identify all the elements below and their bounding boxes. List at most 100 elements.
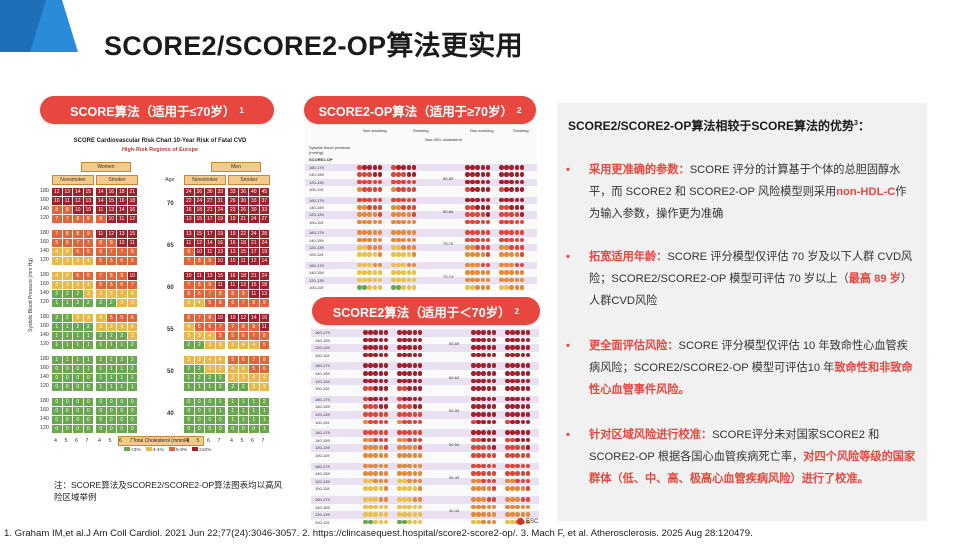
risk-dot <box>363 486 368 491</box>
risk-cell: 2 <box>52 290 62 298</box>
advantage-item: • 拓宽适用年龄：SCORE 评分模型仅评估 70 岁及以下人群 CVD风险；SC… <box>566 246 916 312</box>
chol-tick: 6 <box>207 438 210 444</box>
chol-tick: 4 <box>98 438 101 444</box>
risk-dot <box>406 230 412 235</box>
risk-dot <box>407 419 412 425</box>
risk-cell: 2 <box>106 332 116 340</box>
risk-cell: 8 <box>52 206 62 214</box>
band-stripe <box>311 344 539 352</box>
risk-cell: 4 <box>205 356 215 364</box>
risk-dot <box>525 419 531 425</box>
risk-dot <box>499 172 504 177</box>
risk-dot <box>525 330 531 335</box>
risk-cell: 2 <box>73 323 83 331</box>
risk-cell: 2 <box>96 299 106 307</box>
risk-dot <box>510 430 515 435</box>
risk-cell: 0 <box>52 374 62 382</box>
risk-cell: 15 <box>127 230 137 238</box>
risk-cell: 0 <box>127 407 137 415</box>
age-label: 60 <box>167 285 174 291</box>
risk-dot <box>499 197 504 203</box>
risk-dot <box>406 197 412 203</box>
risk-dot <box>367 252 372 257</box>
sbp-tick: 180 <box>40 188 49 194</box>
risk-dot <box>520 337 526 343</box>
risk-dot <box>491 430 497 435</box>
risk-dot <box>510 378 515 384</box>
risk-dot <box>407 330 412 335</box>
risk-cell: 0 <box>73 383 83 391</box>
risk-dot <box>475 237 480 243</box>
risk-dot <box>471 430 476 435</box>
risk-cell: 18 <box>238 272 248 280</box>
risk-dot <box>411 205 417 210</box>
risk-dot <box>368 430 373 435</box>
risk-dot <box>476 386 481 391</box>
band-stripe <box>305 244 537 252</box>
risk-cell: 11 <box>117 215 127 223</box>
risk-dot <box>504 179 509 185</box>
risk-dot <box>378 363 384 368</box>
risk-dot <box>485 285 491 290</box>
risk-dot <box>412 363 418 368</box>
risk-cell: 33 <box>215 188 225 196</box>
risk-cell: 9 <box>106 239 116 247</box>
risk-dot <box>407 486 412 491</box>
risk-dot <box>377 172 383 177</box>
legend-swatch <box>145 447 152 451</box>
risk-dot <box>476 330 481 335</box>
risk-dot <box>476 437 481 443</box>
risk-dot <box>525 352 531 358</box>
risk-dot <box>412 478 418 484</box>
risk-cell: 14 <box>205 239 215 247</box>
risk-cell: 23 <box>228 206 238 214</box>
risk-dot <box>515 419 520 425</box>
risk-dot <box>397 371 402 376</box>
risk-cell: 3 <box>228 341 238 349</box>
risk-dot <box>486 352 492 358</box>
risk-dot <box>505 430 510 435</box>
risk-dot <box>417 386 423 391</box>
risk-dot <box>514 197 520 203</box>
risk-dot <box>491 463 497 469</box>
risk-dot <box>481 471 486 476</box>
risk-dot <box>475 197 480 203</box>
risk-dot <box>407 445 412 450</box>
risk-dot <box>505 378 510 384</box>
risk-dot <box>514 172 520 177</box>
risk-dot <box>412 497 418 502</box>
sbp-row-label: 100-119 <box>315 486 330 492</box>
risk-dot <box>372 285 378 290</box>
risk-dot <box>357 270 362 275</box>
sbp-row-label: 160-179 <box>315 330 330 335</box>
risk-dot <box>372 165 378 170</box>
risk-dot <box>367 270 372 275</box>
risk-dot <box>377 237 383 243</box>
risk-cell: 2 <box>194 374 204 382</box>
risk-cell: 11 <box>215 281 225 289</box>
risk-cell: 4 <box>127 290 137 298</box>
risk-cell: 14 <box>73 188 83 196</box>
risk-dot <box>525 337 531 343</box>
risk-dot <box>486 371 492 376</box>
risk-dot <box>499 179 504 185</box>
risk-dot <box>510 437 515 443</box>
risk-cell: 1 <box>194 383 204 391</box>
risk-dot <box>383 519 389 525</box>
risk-dot <box>411 172 417 177</box>
risk-dot <box>499 205 504 210</box>
risk-cell: 4 <box>127 323 137 331</box>
risk-cell: 15 <box>249 281 259 289</box>
risk-dot <box>411 187 417 192</box>
risk-dot <box>402 486 407 491</box>
risk-dot <box>471 471 476 476</box>
risk-dot <box>401 285 406 290</box>
risk-dot <box>402 371 407 376</box>
sbp-row-label: 120-139 <box>315 412 330 417</box>
nonsmoking-header: Non-smoking <box>363 128 387 133</box>
risk-cell: 3 <box>194 332 204 340</box>
risk-dot <box>417 396 423 402</box>
risk-dot <box>504 172 509 177</box>
risk-dot <box>470 245 475 250</box>
risk-dot <box>368 453 373 458</box>
